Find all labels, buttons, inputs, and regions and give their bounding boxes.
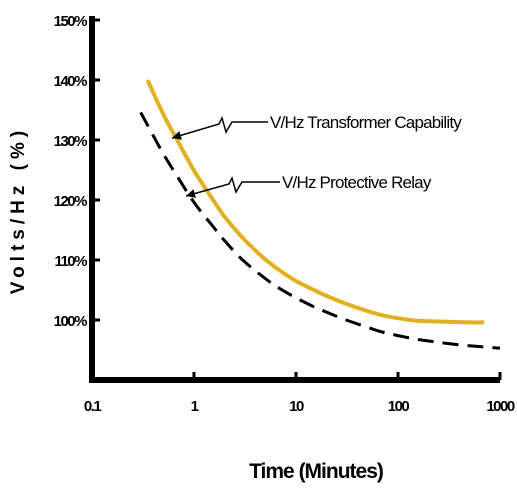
x-tick-label: 100 xyxy=(388,398,410,415)
protective-relay-annotation-label: V/Hz Protective Relay xyxy=(282,173,432,192)
protective-relay-leader-line xyxy=(185,175,280,197)
x-tick-label: 1000 xyxy=(486,398,515,415)
transformer-capability-curve xyxy=(145,79,485,325)
x-tick-group: 0.1 1 10 100 1000 xyxy=(84,372,516,415)
protective-relay-curve xyxy=(139,111,501,350)
annotation-group: V/Hz Transformer Capability V/Hz Protecti… xyxy=(171,113,463,198)
x-tick-label: 0.1 xyxy=(84,398,102,415)
y-tick-group: 100% 110% 120% 130% 140% 150% xyxy=(54,13,100,330)
x-axis-label: Time (Minutes) xyxy=(249,460,383,483)
transformer-capability-arrowhead xyxy=(172,131,182,140)
y-tick-label: 140% xyxy=(54,73,88,90)
y-tick-label: 100% xyxy=(54,313,88,330)
transformer-capability-annotation-label: V/Hz Transformer Capability xyxy=(270,113,462,132)
y-tick-label: 130% xyxy=(54,133,88,150)
series-group xyxy=(139,79,501,350)
x-tick-label: 10 xyxy=(289,398,304,415)
y-tick-label: 120% xyxy=(54,193,88,210)
transformer-capability-leader-line xyxy=(171,115,268,139)
y-tick-label: 150% xyxy=(54,13,88,30)
y-tick-label: 110% xyxy=(54,253,87,270)
y-axis-label: Volts/Hz (%) xyxy=(8,126,29,294)
x-tick-label: 1 xyxy=(191,398,199,415)
protective-relay-arrowhead xyxy=(186,189,196,198)
